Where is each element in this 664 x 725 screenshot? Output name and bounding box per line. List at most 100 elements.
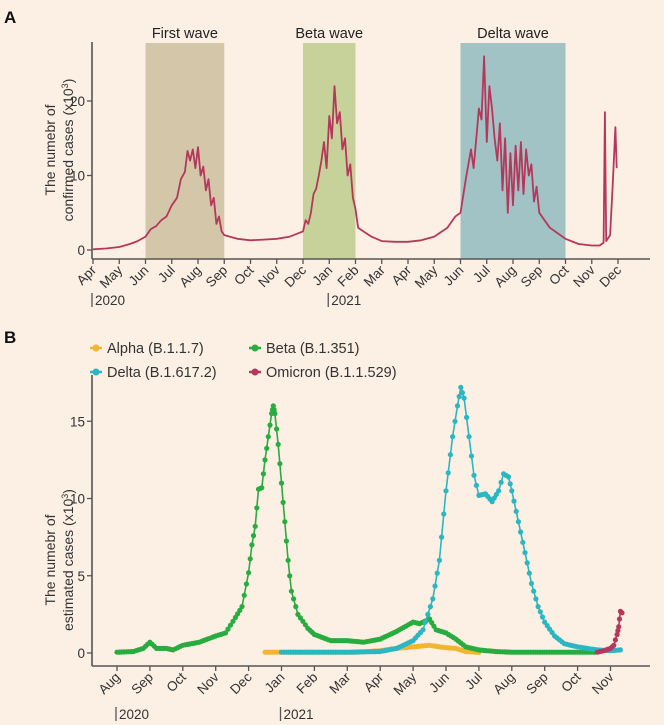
wave-label-2: Delta wave (477, 26, 549, 42)
data-point (456, 393, 462, 400)
data-point (241, 592, 247, 598)
data-point (227, 622, 234, 628)
data-point (526, 570, 532, 576)
year-label: 2020 (95, 293, 125, 308)
data-point (441, 511, 447, 517)
y-axis-label: The numebr of (42, 514, 58, 605)
x-tick-label: Sep (128, 670, 156, 698)
data-point (243, 581, 249, 587)
x-tick-label: Aug (177, 263, 205, 291)
x-tick-label: Oct (558, 669, 584, 695)
data-point (430, 596, 436, 602)
wave-label-0: First wave (152, 26, 218, 42)
year-label: 2021 (284, 707, 314, 722)
y-tick-label: 0 (77, 243, 85, 258)
panel-a: A First wave Beta wave Delta wave 0 10 20 Apr… (4, 8, 650, 308)
x-tick-label: Mar (361, 262, 388, 289)
data-point (427, 604, 433, 610)
year-label: 2020 (119, 707, 149, 722)
x-tick-label: Jan (309, 263, 335, 289)
data-point (262, 457, 268, 463)
x-tick-label: May (391, 669, 420, 698)
data-point (436, 557, 442, 563)
data-point (439, 534, 445, 540)
legend-swatch-marker-0 (92, 344, 100, 352)
data-point (277, 461, 283, 467)
legend: Alpha (B.1.1.7) Beta (B.1.351) Delta (B.1.… (90, 341, 397, 381)
x-tick-label: Sep (203, 263, 231, 291)
x-tick-label: Dec (597, 262, 625, 290)
data-point (225, 626, 231, 632)
x-tick-label: Nov (589, 669, 617, 697)
data-point (285, 557, 291, 563)
x-tick-label: Mar (326, 669, 353, 696)
series-line-1 (116, 404, 594, 654)
x-tick-label: Apr (361, 669, 387, 695)
y-tick-label: 10 (70, 492, 85, 507)
data-point (249, 542, 255, 548)
data-point (283, 538, 289, 544)
data-point (280, 499, 286, 505)
data-point (511, 498, 517, 504)
data-point (250, 533, 257, 539)
panel-label-b: B (4, 328, 16, 347)
panel-label-a: A (4, 8, 16, 27)
y-tick-label: 10 (70, 169, 85, 184)
x-tick-label: Apr (389, 262, 415, 288)
data-point (264, 445, 270, 451)
data-point (445, 470, 451, 476)
data-point (278, 480, 285, 486)
x-tick-label: Dec (227, 669, 255, 697)
data-point (447, 452, 453, 458)
data-point (612, 637, 619, 643)
x-tick-label: Nov (194, 669, 222, 697)
data-point (425, 611, 431, 618)
data-point (619, 610, 625, 616)
data-point (535, 604, 541, 610)
panel-b: B Alpha (B.1.1.7) Beta (B.1.351) Delta (B.… (4, 328, 650, 722)
data-point (522, 550, 528, 556)
data-point (260, 471, 266, 477)
y-tick-label: 0 (77, 646, 85, 661)
legend-label-3: Omicron (B.1.1.529) (266, 365, 397, 381)
data-point (246, 570, 252, 576)
data-point (247, 556, 253, 562)
data-point (505, 474, 512, 480)
data-point (471, 472, 477, 478)
wave-region-1 (303, 43, 356, 259)
data-point (275, 441, 281, 447)
x-tick-label: Jan (262, 670, 288, 696)
y-axis-label: confirmed cases (x103) (60, 79, 76, 222)
data-point (265, 434, 271, 440)
data-point (518, 529, 524, 535)
x-tick-label: Oct (231, 262, 257, 288)
x-tick-label: Sep (518, 263, 546, 291)
data-point (509, 488, 515, 494)
y-axis-label: The numebr of (42, 104, 58, 195)
data-point (422, 619, 428, 625)
data-point (533, 596, 539, 602)
data-point (524, 560, 530, 566)
x-tick-label: Oct (163, 669, 189, 695)
data-point (288, 588, 294, 594)
data-point (507, 481, 513, 487)
data-point (293, 604, 299, 610)
y-tick-label: 5 (77, 569, 85, 584)
x-tick-label: Apr (74, 262, 100, 288)
data-point (434, 570, 440, 576)
data-point (420, 627, 426, 633)
y-tick-label: 20 (70, 94, 85, 109)
y-tick-label: 15 (70, 414, 85, 429)
data-point (539, 614, 546, 620)
x-tick-label: Jul (462, 670, 485, 693)
data-point (254, 505, 260, 511)
data-point (274, 426, 280, 432)
legend-label-0: Alpha (B.1.1.7) (107, 341, 204, 357)
legend-label-1: Beta (B.1.351) (266, 341, 360, 357)
data-point (615, 628, 621, 634)
wave-label-1: Beta wave (295, 26, 363, 42)
data-point (223, 630, 229, 636)
data-point (270, 403, 276, 409)
data-point (259, 485, 265, 491)
